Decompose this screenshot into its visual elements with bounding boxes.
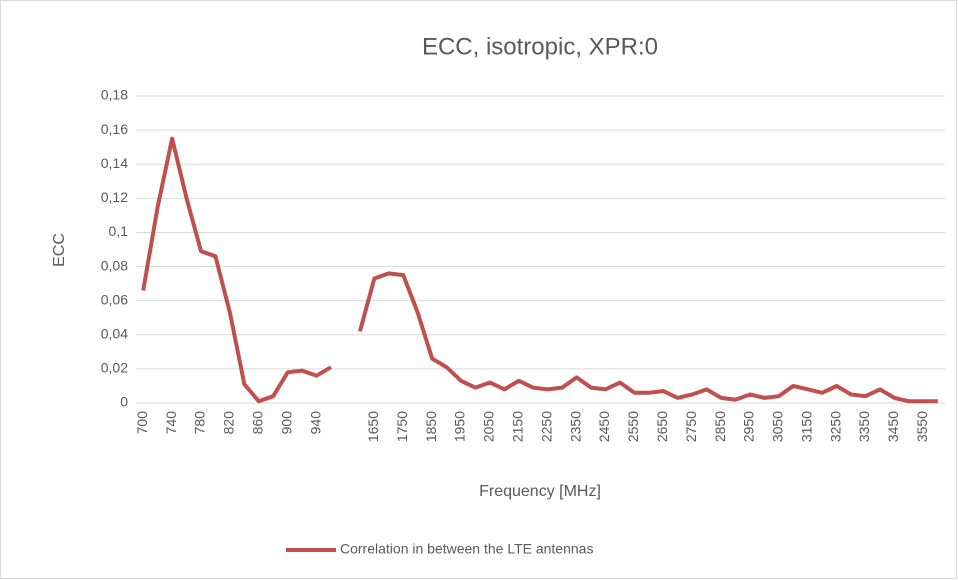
x-tick-label: 900: [278, 411, 294, 435]
x-tick-label: 2950: [741, 411, 757, 442]
y-tick-label: 0,12: [101, 189, 128, 205]
x-tick-label: 3350: [856, 411, 872, 442]
x-axis-title: Frequency [MHz]: [479, 483, 601, 500]
legend-label: Correlation in between the LTE antennas: [340, 541, 593, 557]
chart-title: ECC, isotropic, XPR:0: [422, 33, 658, 60]
x-tick-label: 820: [221, 411, 237, 435]
x-tick-label: 3550: [914, 411, 930, 442]
x-tick-label: 1750: [394, 411, 410, 442]
data-line: [357, 271, 938, 404]
x-tick-label: 1650: [365, 411, 381, 442]
x-tick-label: 780: [192, 411, 208, 435]
y-tick-label: 0,04: [101, 325, 128, 341]
y-tick-label: 0,1: [109, 223, 129, 239]
x-tick-label: 3450: [885, 411, 901, 442]
x-tick-label: 2450: [596, 411, 612, 442]
x-tick-label: 2550: [625, 411, 641, 442]
x-tick-label: 3150: [798, 411, 814, 442]
x-tick-label: 2650: [654, 411, 670, 442]
x-tick-label: 700: [134, 411, 150, 435]
x-tick-label: 2350: [567, 411, 583, 442]
y-axis-title: ECC: [51, 233, 68, 267]
x-tick-label: 2250: [538, 411, 554, 442]
y-tick-label: 0,16: [101, 121, 128, 137]
x-tick-label: 860: [249, 411, 265, 435]
x-tick-label: 940: [307, 411, 323, 435]
x-tick-label: 1850: [423, 411, 439, 442]
x-tick-label: 1950: [452, 411, 468, 442]
y-tick-label: 0,08: [101, 257, 128, 273]
x-tick-label: 2750: [683, 411, 699, 442]
x-tick-label: 3050: [770, 411, 786, 442]
x-tick-label: 2050: [481, 411, 497, 442]
y-tick-label: 0,18: [101, 87, 128, 103]
y-tick-label: 0: [120, 394, 128, 410]
y-tick-label: 0,06: [101, 291, 128, 307]
x-tick-label: 2850: [712, 411, 728, 442]
data-line: [141, 136, 333, 404]
x-tick-label: 740: [163, 411, 179, 435]
y-tick-label: 0,02: [101, 360, 128, 376]
y-tick-label: 0,14: [101, 155, 128, 171]
x-tick-label: 3250: [827, 411, 843, 442]
x-tick-label: 2150: [510, 411, 526, 442]
